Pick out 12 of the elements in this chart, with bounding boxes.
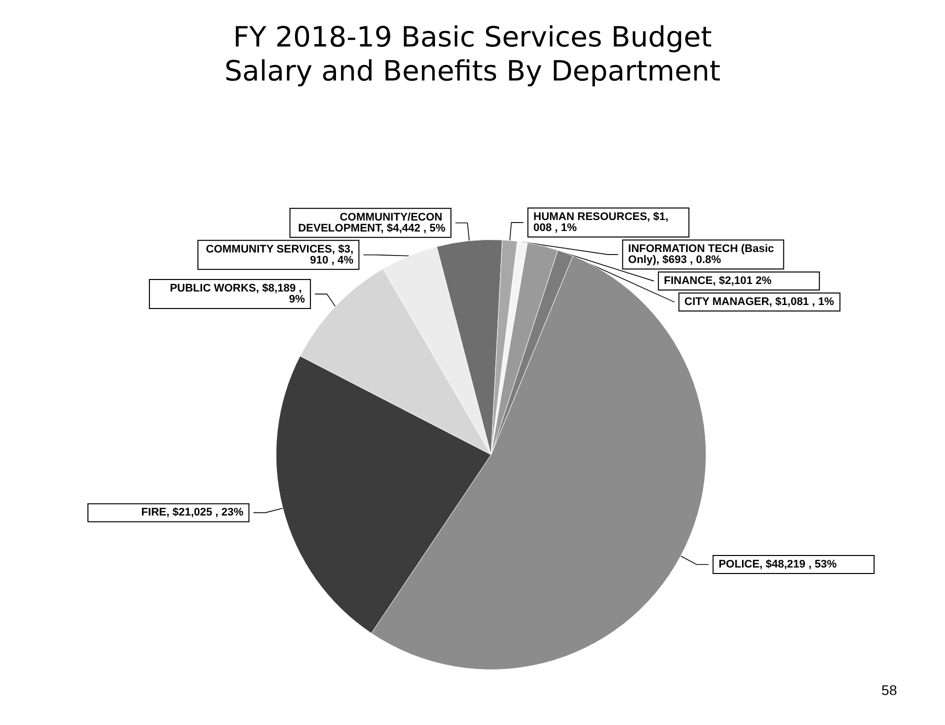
slice-label: FINANCE, $2,101 2%: [664, 275, 772, 288]
slice-label: POLICE, $48,219 , 53%: [718, 558, 837, 570]
text: 58: [881, 682, 898, 698]
slice-label: PUBLIC WORKS, $8,189 , 9%: [170, 282, 306, 306]
slice-label: COMMUNITY SERVICES, $3,910 , 4%: [206, 243, 354, 266]
slice-label: FIRE, $21,025 , 23%: [141, 506, 244, 519]
chart-title: FY 2018-19 Basic Services Budget: [233, 20, 712, 54]
slice-label: CITY MANAGER, $1,081 , 1%: [684, 296, 834, 308]
slice-label: HUMAN RESOURCES, $1,008 , 1%: [533, 211, 668, 234]
slice-label: COMMUNITY/ECON DEVELOPMENT, $4,442 , 5%: [298, 211, 446, 234]
slice-label: INFORMATION TECH (Basic Only), $693 , 0.8%: [628, 243, 778, 266]
chart-subtitle: Salary and Benefits By Department: [224, 54, 721, 88]
